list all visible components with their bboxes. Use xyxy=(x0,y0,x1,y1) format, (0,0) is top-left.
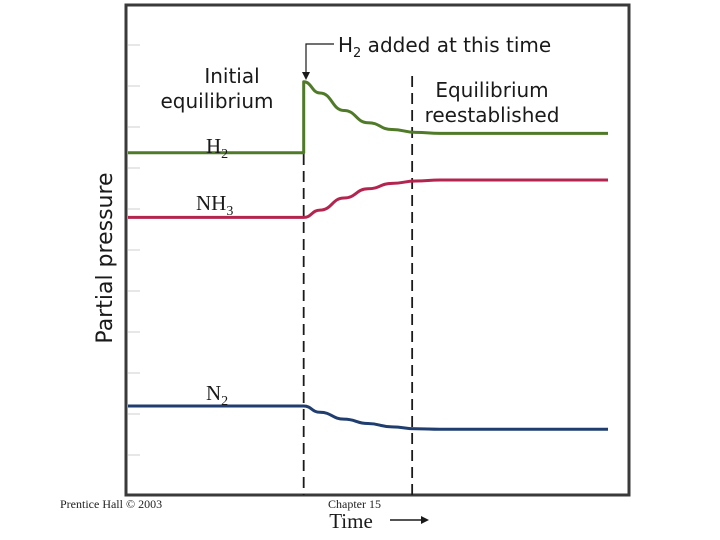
x-axis-label: Time xyxy=(329,509,373,533)
series-line-h2 xyxy=(128,80,608,155)
annotation-pointer-arrow xyxy=(302,43,334,80)
annotation-initial-equilibrium-2: equilibrium xyxy=(161,89,274,113)
series-line-nh3 xyxy=(128,178,608,219)
annotation-initial-equilibrium-1: Initial xyxy=(204,64,259,88)
footer-publisher: Prentice Hall © 2003 xyxy=(60,497,163,511)
y-axis-label: Partial pressure xyxy=(93,172,118,343)
annotation-h2-added: H2 added at this time xyxy=(338,33,551,61)
series-line-n2 xyxy=(128,404,608,431)
series-label-nh3: NH3 xyxy=(196,191,233,219)
series-lines xyxy=(128,80,608,431)
annotation-reestablished-2: reestablished xyxy=(425,103,560,127)
axis-tick-marks xyxy=(128,44,140,456)
series-label-n2: N2 xyxy=(206,381,228,409)
series-label-h2: H2 xyxy=(206,134,228,162)
event-markers xyxy=(302,76,414,495)
annotation-reestablished-1: Equilibrium xyxy=(435,78,548,102)
plot-frame xyxy=(124,3,631,497)
footer-chapter: Chapter 15 xyxy=(328,497,381,511)
